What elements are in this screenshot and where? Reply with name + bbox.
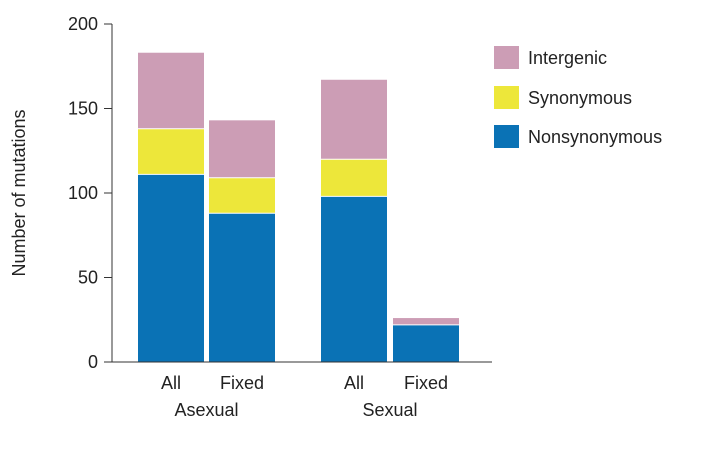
legend-label-synonymous: Synonymous — [528, 88, 632, 108]
bars-layer — [138, 52, 459, 362]
x-tick-label: All — [344, 373, 364, 393]
bar-segment-synonymous-1 — [209, 177, 275, 214]
group-label: Sexual — [362, 400, 417, 420]
x-tick-labels: All Fixed All Fixed — [161, 373, 448, 393]
legend-swatch-intergenic — [494, 46, 519, 69]
bar-segment-nonsynonymous-2 — [321, 196, 387, 362]
bar-segment-intergenic-2 — [321, 79, 387, 160]
y-ticks: 0 50 100 150 200 — [68, 14, 112, 372]
legend-label-nonsynonymous: Nonsynonymous — [528, 127, 662, 147]
legend-swatch-nonsynonymous — [494, 125, 519, 148]
bar-segment-intergenic-3 — [393, 318, 459, 325]
legend-swatch-synonymous — [494, 86, 519, 109]
legend-label-intergenic: Intergenic — [528, 48, 607, 68]
y-tick-label: 100 — [68, 183, 98, 203]
x-tick-label: All — [161, 373, 181, 393]
x-group-labels: Asexual Sexual — [174, 400, 417, 420]
y-axis-label: Number of mutations — [9, 109, 29, 276]
x-tick-label: Fixed — [220, 373, 264, 393]
bar-segment-synonymous-2 — [321, 159, 387, 197]
y-tick-label: 0 — [88, 352, 98, 372]
y-tick-label: 200 — [68, 14, 98, 34]
legend: Intergenic Synonymous Nonsynonymous — [494, 46, 662, 148]
bar-segment-nonsynonymous-1 — [209, 213, 275, 362]
bar-segment-synonymous-0 — [138, 128, 204, 175]
y-tick-label: 50 — [78, 268, 98, 288]
bar-segment-nonsynonymous-0 — [138, 174, 204, 362]
bar-segment-nonsynonymous-3 — [393, 324, 459, 362]
bar-segment-intergenic-1 — [209, 120, 275, 178]
x-tick-label: Fixed — [404, 373, 448, 393]
y-tick-label: 150 — [68, 99, 98, 119]
group-label: Asexual — [174, 400, 238, 420]
bar-segment-intergenic-0 — [138, 52, 204, 129]
